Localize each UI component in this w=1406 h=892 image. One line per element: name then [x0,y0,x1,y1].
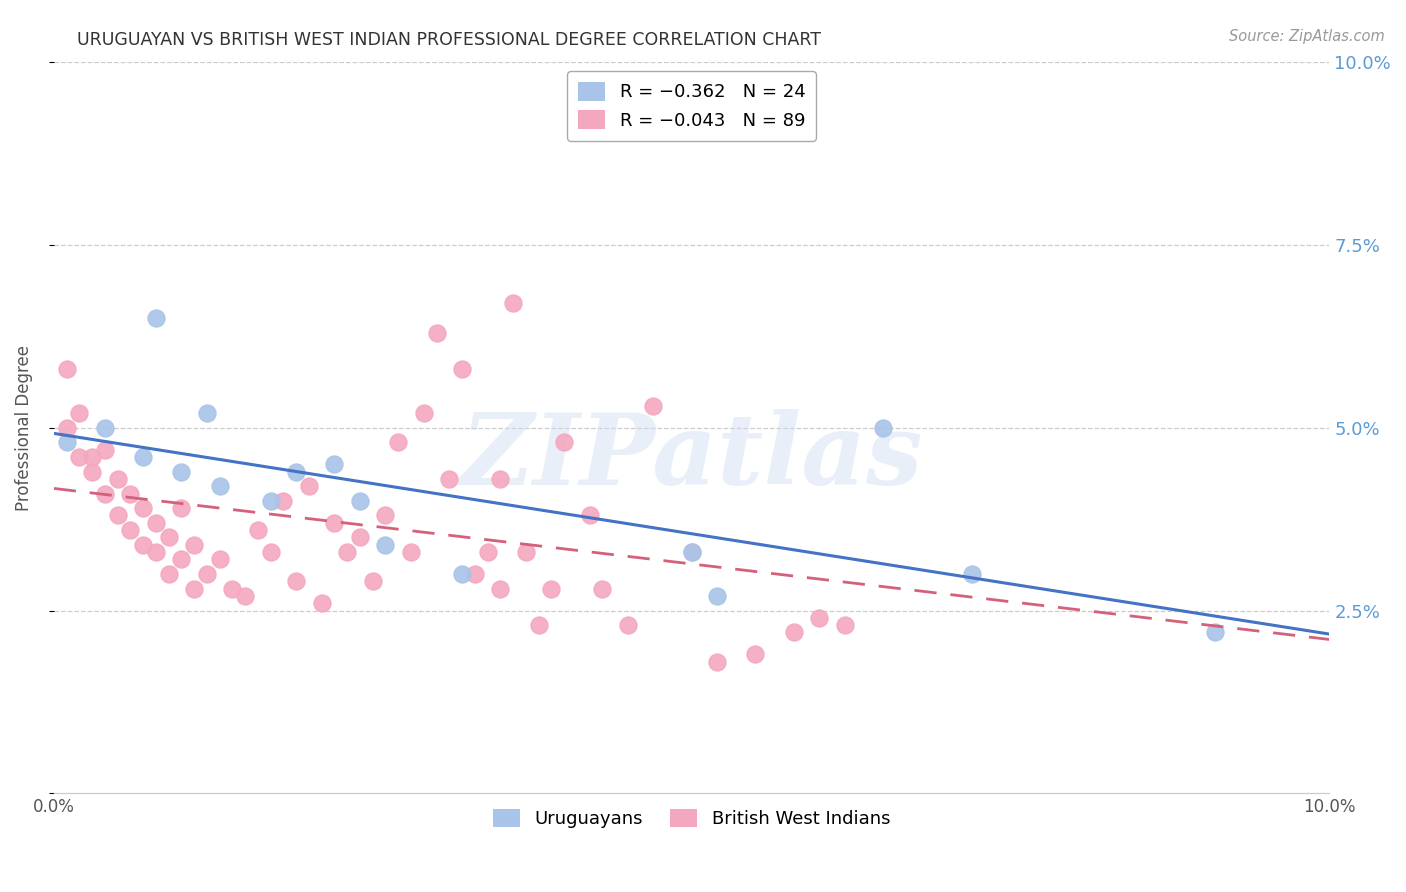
Point [464,566,486,581]
Point [872,421,894,435]
Point [183,538,205,552]
Point [578,508,600,523]
Point [94,486,117,500]
Point [67,450,90,464]
Point [221,582,243,596]
Point [451,566,474,581]
Point [477,545,499,559]
Point [120,523,142,537]
Point [260,494,283,508]
Point [170,501,193,516]
Y-axis label: Professional Degree: Professional Degree [15,344,32,511]
Point [208,479,231,493]
Point [361,574,384,589]
Point [145,545,167,559]
Point [706,655,728,669]
Point [399,545,422,559]
Point [349,530,371,544]
Point [157,530,180,544]
Point [246,523,269,537]
Point [323,516,346,530]
Point [145,516,167,530]
Point [374,538,396,552]
Point [157,566,180,581]
Point [208,552,231,566]
Point [540,582,562,596]
Point [336,545,359,559]
Point [502,296,524,310]
Text: ZIPatlas: ZIPatlas [460,409,922,505]
Point [120,486,142,500]
Point [387,435,409,450]
Point [311,596,333,610]
Point [412,406,434,420]
Point [145,311,167,326]
Point [170,465,193,479]
Point [489,472,512,486]
Point [782,625,804,640]
Point [744,648,766,662]
Point [349,494,371,508]
Point [1204,625,1226,640]
Point [323,458,346,472]
Point [94,421,117,435]
Point [94,442,117,457]
Point [425,326,447,340]
Point [273,494,295,508]
Point [960,566,983,581]
Point [834,618,856,632]
Point [374,508,396,523]
Point [681,545,703,559]
Point [55,362,77,376]
Point [107,508,129,523]
Point [591,582,613,596]
Point [808,611,831,625]
Point [132,501,155,516]
Point [451,362,474,376]
Legend: Uruguayans, British West Indians: Uruguayans, British West Indians [486,802,897,836]
Text: Source: ZipAtlas.com: Source: ZipAtlas.com [1229,29,1385,44]
Point [195,566,218,581]
Point [643,399,665,413]
Point [617,618,640,632]
Point [67,406,90,420]
Point [82,450,104,464]
Point [527,618,550,632]
Point [82,465,104,479]
Point [706,589,728,603]
Point [107,472,129,486]
Point [489,582,512,596]
Point [233,589,256,603]
Point [132,538,155,552]
Point [515,545,537,559]
Point [55,421,77,435]
Point [195,406,218,420]
Point [260,545,283,559]
Point [285,574,308,589]
Point [285,465,308,479]
Point [132,450,155,464]
Point [681,545,703,559]
Text: URUGUAYAN VS BRITISH WEST INDIAN PROFESSIONAL DEGREE CORRELATION CHART: URUGUAYAN VS BRITISH WEST INDIAN PROFESS… [77,31,821,49]
Point [439,472,461,486]
Point [553,435,575,450]
Point [183,582,205,596]
Point [170,552,193,566]
Point [55,435,77,450]
Point [298,479,321,493]
